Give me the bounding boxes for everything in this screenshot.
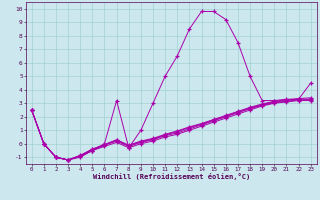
X-axis label: Windchill (Refroidissement éolien,°C): Windchill (Refroidissement éolien,°C) <box>92 173 250 180</box>
